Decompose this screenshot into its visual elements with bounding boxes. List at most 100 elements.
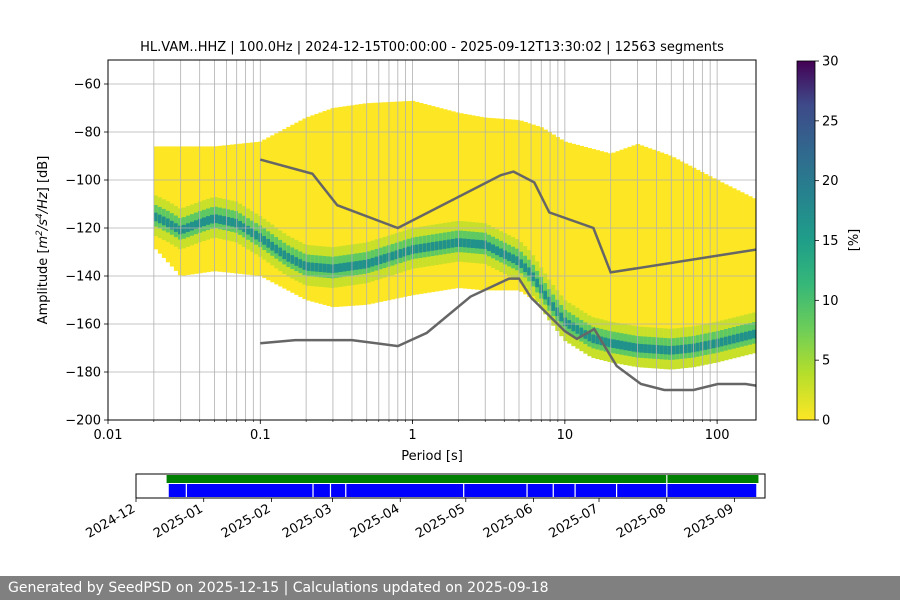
density-mode	[450, 238, 456, 248]
density-mode	[535, 278, 540, 288]
density-mode	[515, 256, 520, 266]
density-column	[350, 105, 356, 306]
density-mode	[306, 262, 311, 271]
density-mode	[173, 223, 179, 232]
colorbar-tick-label: 15	[822, 234, 839, 249]
timeline-tick-label: 2025-07	[546, 501, 601, 541]
timeline-gap	[666, 475, 668, 483]
density-mode	[643, 344, 649, 353]
density-column	[374, 102, 380, 303]
density-mode	[454, 238, 460, 247]
density-column	[278, 131, 283, 287]
density-mode	[462, 238, 468, 248]
density-column	[410, 100, 416, 296]
density-mode	[735, 333, 741, 343]
density-column	[731, 188, 737, 356]
y-tick-label: −100	[65, 174, 101, 189]
density-mode	[326, 264, 332, 273]
density-mode	[547, 296, 552, 306]
colorbar-tick-label: 20	[822, 174, 839, 189]
density-column	[703, 174, 709, 359]
density-mode	[503, 250, 508, 260]
density-mode	[406, 246, 412, 256]
density-column	[310, 115, 316, 302]
density-mode	[723, 336, 729, 346]
density-mode	[691, 343, 697, 353]
density-mode	[474, 239, 480, 249]
density-column	[639, 145, 645, 361]
timeline-tick-label: 2025-05	[413, 501, 468, 541]
nhnm-curve	[259, 158, 756, 274]
density-column	[743, 194, 749, 355]
density-column	[266, 137, 271, 281]
density-column	[675, 159, 681, 362]
density-mode	[342, 262, 348, 272]
density-mode	[430, 242, 436, 251]
density-column	[727, 186, 733, 357]
density-column	[318, 112, 324, 304]
density-mode	[286, 253, 291, 262]
density-mode	[647, 344, 653, 354]
density-mode	[214, 214, 219, 224]
density-column	[563, 141, 568, 325]
chart-title: HL.VAM..HHZ | 100.0Hz | 2024-12-15T00:00…	[140, 40, 724, 55]
timeline-tick-label: 2025-03	[280, 501, 335, 541]
timeline-bar-blue	[168, 484, 757, 497]
density-column	[551, 134, 556, 315]
y-tick-label: −180	[65, 366, 101, 381]
density-column	[326, 109, 332, 306]
density-column	[442, 109, 448, 291]
timeline-tick-label: 2025-01	[151, 501, 206, 541]
density-column	[499, 118, 504, 291]
timeline-gap	[185, 484, 187, 497]
density-mode	[366, 259, 372, 268]
density-mode	[410, 245, 416, 254]
density-mode	[579, 327, 584, 337]
density-mode	[627, 342, 633, 351]
density-column	[302, 118, 307, 300]
density-mode	[310, 262, 316, 272]
density-column	[378, 102, 384, 302]
density-column	[583, 146, 588, 339]
density-mode	[531, 272, 536, 282]
density-mode	[202, 217, 207, 227]
density-mode	[193, 220, 199, 229]
timeline-axis: 2024-12 2025-01 2025-02 2025-03 2025-04 2025-…	[83, 498, 736, 542]
density-mode	[683, 344, 689, 354]
density-mode	[362, 259, 368, 269]
density-mode	[659, 345, 665, 355]
density-mode	[487, 242, 492, 252]
density-mode	[266, 238, 271, 248]
density-mode	[623, 341, 629, 351]
y-tick-label: −60	[74, 78, 101, 93]
density-column	[422, 104, 428, 294]
density-mode	[663, 345, 669, 355]
density-mode	[169, 220, 175, 230]
plot-frame	[107, 59, 757, 421]
density-mode	[751, 329, 756, 339]
density-column	[366, 103, 372, 305]
density-mode	[246, 225, 251, 235]
density-column	[406, 101, 412, 296]
density-column	[426, 105, 432, 293]
colorbar-tick-label: 5	[822, 354, 830, 369]
density-mode	[507, 252, 512, 262]
density-mode	[222, 216, 227, 225]
density-mode	[414, 244, 420, 254]
density-mode	[595, 335, 601, 345]
density-column	[579, 145, 584, 336]
y-tick-label: −120	[65, 222, 101, 237]
density-mode	[675, 345, 681, 355]
timeline-tick-label: 2025-08	[614, 501, 669, 541]
density-column	[511, 119, 516, 291]
density-mode	[639, 343, 645, 353]
density-mode	[611, 339, 617, 349]
density-mode	[370, 257, 376, 267]
x-axis-label: Period [s]	[401, 449, 463, 464]
density-column	[503, 119, 508, 291]
density-mode	[358, 260, 364, 270]
density-mode	[161, 216, 167, 226]
density-mode	[230, 217, 235, 227]
footer: Generated by SeedPSD on 2025-12-15 | Cal…	[0, 576, 900, 600]
y-axis-label: Amplitude [m2/s4/Hz] [dB]	[35, 156, 51, 325]
